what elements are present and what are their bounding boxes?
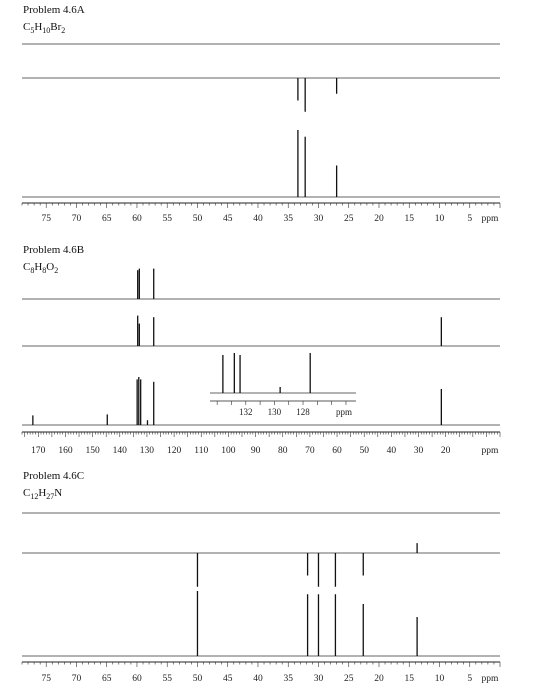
tick-label-0-2: 65 [102, 214, 112, 224]
tick-label-1-0: 170 [31, 446, 46, 456]
tick-label-1-14: 30 [414, 446, 424, 456]
inset-unit-label: ppm [336, 407, 352, 417]
inset-tick-label-2: 128 [296, 407, 310, 417]
problem-b-formula: C8H8O2 [23, 261, 59, 276]
tick-label-1-4: 130 [140, 446, 155, 456]
tick-label-1-3: 140 [113, 446, 128, 456]
problem-a-title: Problem 4.6A [23, 4, 85, 16]
tick-label-2-6: 45 [223, 674, 233, 684]
tick-label-2-11: 20 [374, 674, 384, 684]
unit-label-0: ppm [482, 214, 500, 224]
tick-label-0-0: 75 [41, 214, 51, 224]
tick-label-2-4: 55 [162, 674, 172, 684]
tick-label-1-15: 20 [441, 446, 451, 456]
inset-tick-label-1: 130 [268, 407, 282, 417]
tick-label-2-14: 5 [467, 674, 472, 684]
tick-label-1-7: 100 [221, 446, 236, 456]
tick-label-2-5: 50 [193, 674, 203, 684]
unit-label-2: ppm [482, 674, 500, 684]
tick-label-1-8: 90 [251, 446, 261, 456]
tick-label-1-12: 50 [359, 446, 369, 456]
tick-label-2-7: 40 [253, 674, 263, 684]
tick-label-0-3: 60 [132, 214, 142, 224]
tick-label-2-0: 75 [41, 674, 51, 684]
tick-label-1-6: 110 [194, 446, 208, 456]
problem-c-title: Problem 4.6C [23, 470, 85, 482]
tick-label-2-13: 10 [435, 674, 445, 684]
inset-tick-label-0: 132 [239, 407, 253, 417]
tick-label-0-10: 25 [344, 214, 354, 224]
tick-label-2-12: 15 [404, 674, 414, 684]
tick-label-0-8: 35 [283, 214, 293, 224]
tick-label-0-7: 40 [253, 214, 263, 224]
tick-label-0-13: 10 [435, 214, 445, 224]
tick-label-1-5: 120 [167, 446, 182, 456]
tick-label-0-11: 20 [374, 214, 384, 224]
tick-label-2-1: 70 [72, 674, 82, 684]
tick-label-1-10: 70 [305, 446, 315, 456]
problem-a-formula: C5H10Br2 [23, 21, 66, 36]
tick-label-1-9: 80 [278, 446, 288, 456]
tick-label-1-1: 160 [58, 446, 73, 456]
problem-c-formula: C12H27N [23, 487, 63, 502]
tick-label-1-13: 40 [387, 446, 397, 456]
tick-label-0-6: 45 [223, 214, 233, 224]
tick-label-1-11: 60 [332, 446, 342, 456]
tick-label-0-14: 5 [467, 214, 472, 224]
tick-label-0-12: 15 [404, 214, 414, 224]
tick-label-2-3: 60 [132, 674, 142, 684]
tick-label-0-4: 55 [162, 214, 172, 224]
tick-label-2-8: 35 [283, 674, 293, 684]
tick-label-0-5: 50 [193, 214, 203, 224]
tick-label-0-9: 30 [314, 214, 324, 224]
unit-label-1: ppm [482, 446, 500, 456]
tick-label-1-2: 150 [85, 446, 100, 456]
tick-label-2-9: 30 [314, 674, 324, 684]
problem-b-title: Problem 4.6B [23, 244, 85, 256]
tick-label-2-10: 25 [344, 674, 354, 684]
tick-label-2-2: 65 [102, 674, 112, 684]
tick-label-0-1: 70 [72, 214, 82, 224]
